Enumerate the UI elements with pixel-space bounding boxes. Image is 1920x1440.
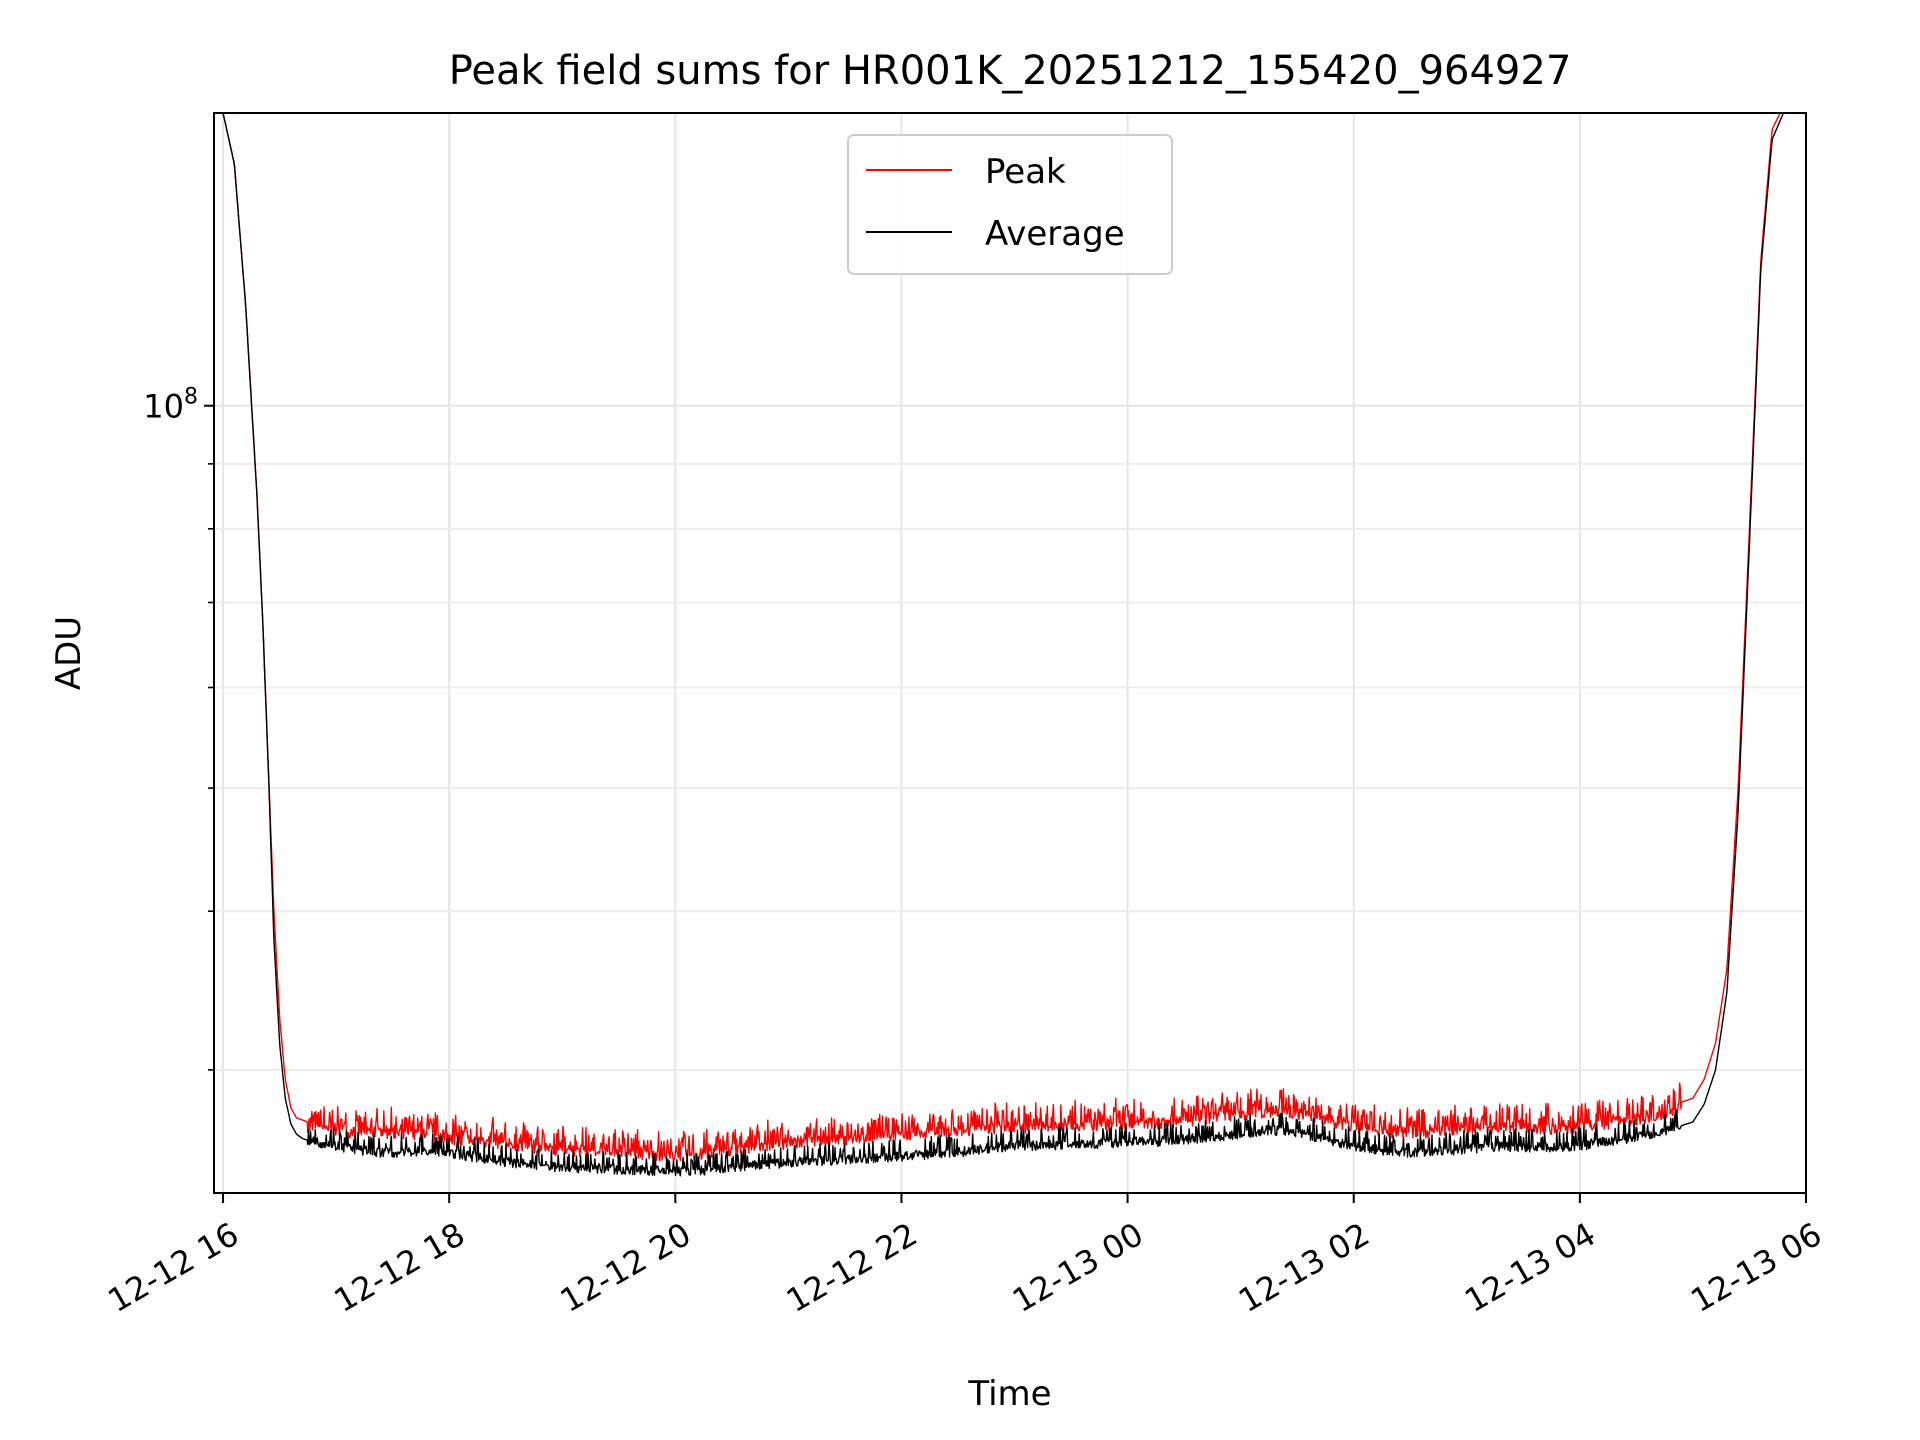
y-axis-label: ADU [49,616,89,690]
series-line-average [222,113,1785,1177]
chart-title: Peak field sums for HR001K_20251212_1554… [449,48,1572,94]
legend[interactable]: Peak Average [847,134,1173,275]
y-axis-ticks: 108 [143,385,214,1071]
x-axis-label: Time [967,1374,1051,1414]
series-layer [222,113,1785,1177]
legend-label-peak: Peak [985,152,1066,192]
legend-label-average: Average [985,214,1125,254]
y-tick-label-0: 108 [143,385,198,426]
plot-frame [213,112,1807,1194]
legend-entry-average[interactable]: Average [866,214,1125,254]
legend-entry-peak[interactable]: Peak [866,152,1066,192]
